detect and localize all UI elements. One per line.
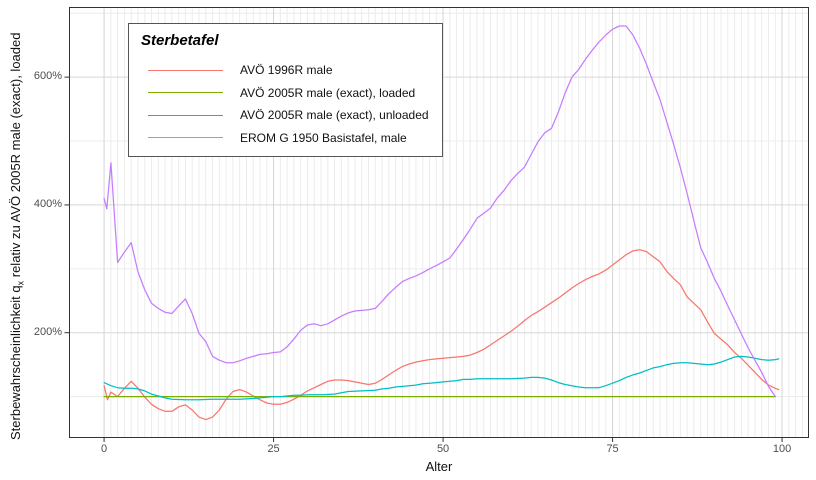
x-tick-label: 0 xyxy=(101,443,108,455)
legend-key-line xyxy=(148,92,223,94)
axis-ticks xyxy=(64,76,783,442)
legend-item-2: AVÖ 2005R male (exact), unloaded xyxy=(129,104,442,126)
y-axis-label-subscript: x xyxy=(15,280,26,286)
legend-key-line xyxy=(148,114,223,116)
legend-item-3: EROM G 1950 Basistafel, male xyxy=(129,127,442,149)
y-axis-label-text: Sterbewahrscheinlichkeit q xyxy=(8,285,23,440)
legend-item-0: AVÖ 1996R male xyxy=(129,59,442,81)
panel-border xyxy=(69,7,809,438)
x-tick-label: 25 xyxy=(267,443,280,455)
series-line-2 xyxy=(103,355,780,401)
x-tick-label: 75 xyxy=(606,443,619,455)
legend-item-label: AVÖ 2005R male (exact), loaded xyxy=(240,85,416,100)
legend-item-1: AVÖ 2005R male (exact), loaded xyxy=(129,82,442,104)
x-tick-label: 50 xyxy=(436,443,450,455)
legend-item-label: AVÖ 2005R male (exact), unloaded xyxy=(240,108,429,123)
legend-item-label: EROM G 1950 Basistafel, male xyxy=(240,130,407,145)
y-axis-label: Sterbewahrscheinlichkeit qx relativ zu A… xyxy=(8,33,26,440)
legend-item-label: AVÖ 1996R male xyxy=(240,63,333,77)
series-line-3 xyxy=(103,25,776,398)
x-tick-label: 100 xyxy=(772,443,792,455)
y-tick-label: 400% xyxy=(33,197,62,210)
y-axis-label-text-cont: relativ zu AVÖ 2005R male (exact), loade… xyxy=(8,32,23,281)
series-line-0 xyxy=(103,249,780,421)
y-tick-label: 200% xyxy=(33,325,62,338)
y-tick-label: 600% xyxy=(33,70,62,83)
legend-key-line xyxy=(148,69,223,71)
legend: Sterbetafel AVÖ 1996R male AVÖ 2005R male… xyxy=(128,23,443,157)
x-axis-label: Alter xyxy=(425,459,453,474)
legend-key-line xyxy=(148,137,223,139)
legend-title: Sterbetafel xyxy=(141,32,219,49)
